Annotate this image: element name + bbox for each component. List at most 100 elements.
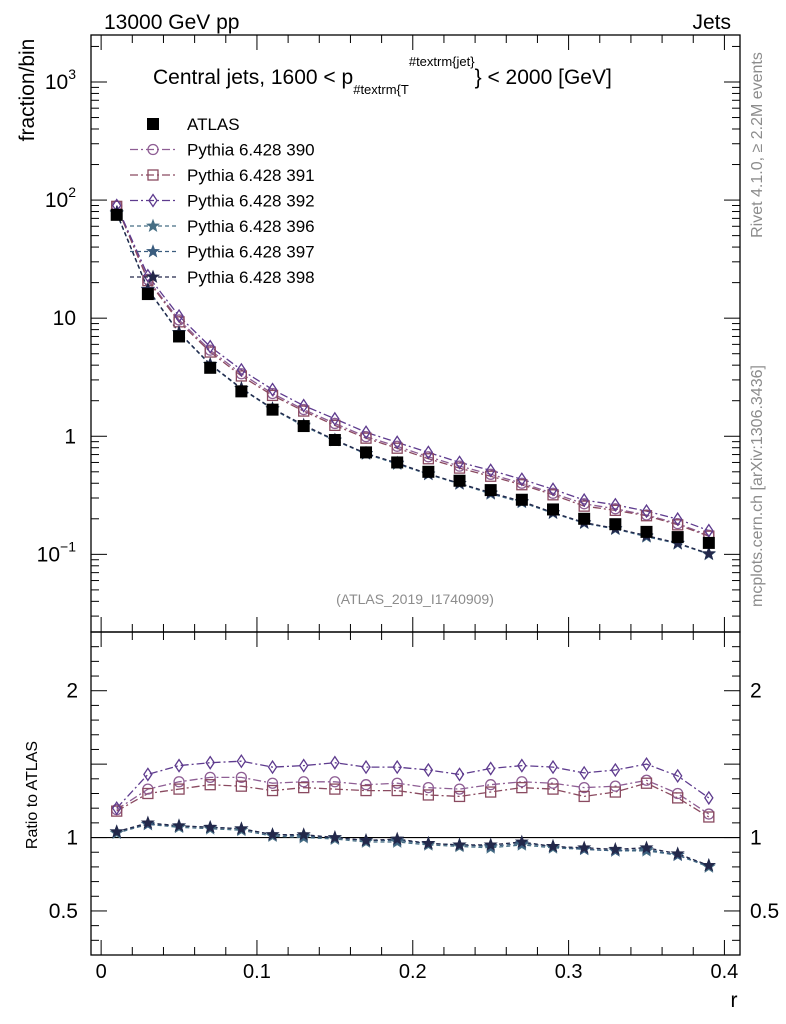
- series-2-ratio-point: [578, 790, 590, 803]
- atlas-data-point: [141, 288, 154, 301]
- series-2-point: [235, 370, 248, 382]
- series-6-ratio-point: [140, 815, 155, 829]
- x-tick-label: 0.2: [399, 961, 427, 983]
- series-3-point: [423, 445, 434, 460]
- series-6-ratio-point: [639, 840, 654, 854]
- series-3-point: [610, 497, 621, 512]
- axis-ticks: [91, 35, 740, 955]
- series-3-ratio-point: [236, 754, 247, 769]
- y-tick-label-bottom-right: 1: [750, 827, 762, 850]
- series-6-ratio-point: [608, 841, 623, 856]
- series-3-point: [330, 411, 340, 427]
- series-6-ratio-point: [296, 827, 311, 841]
- series-6-ratio-point: [701, 858, 716, 872]
- series-1-ratio-point: [578, 781, 590, 794]
- series-3-point: [579, 492, 589, 508]
- series-1-ratio-point: [485, 779, 497, 791]
- atlas-data-point: [173, 330, 186, 343]
- x-axis-label: r: [731, 989, 738, 1012]
- series-3-ratio-point: [174, 758, 184, 773]
- series-4-line-ratio: [116, 823, 710, 868]
- plot-title-main: Central jets, 1600 < p: [153, 66, 353, 89]
- series-6-ratio-point: [109, 824, 124, 838]
- series-3-point: [205, 339, 215, 354]
- series-6-ratio-point: [421, 836, 436, 850]
- atlas-data-point: [266, 403, 279, 416]
- plot-title-end: } < 2000 [GeV]: [475, 66, 612, 89]
- legend-marker: [145, 218, 161, 233]
- series-3-ratio-point: [704, 790, 714, 806]
- series-2-ratio-point: [173, 783, 185, 795]
- series-3-point: [704, 523, 714, 538]
- legend-label: Pythia 6.428 396: [187, 217, 315, 236]
- series-2-point: [360, 432, 372, 444]
- series-6-line-ratio: [116, 822, 710, 867]
- series-6-ratio-point: [327, 830, 342, 844]
- series-2-point: [298, 405, 310, 417]
- series-1-ratio-point: [703, 808, 715, 820]
- header-left: 13000 GeV pp: [104, 11, 239, 34]
- series-6-ratio-point: [358, 833, 374, 847]
- series-3-line-ratio: [116, 760, 710, 809]
- series-3-point: [174, 308, 184, 324]
- series-3-ratio-point: [454, 767, 465, 782]
- legend-label: Pythia 6.428 390: [187, 141, 315, 160]
- series-3-ratio-point: [517, 758, 527, 773]
- legend-marker: [147, 143, 159, 156]
- rivet-label: Rivet 4.1.0, ≥ 2.2M events: [749, 52, 766, 238]
- atlas-data-point: [360, 446, 373, 459]
- series-3-ratio-point: [111, 801, 122, 816]
- atlas-data-point: [391, 456, 404, 469]
- series-3-ratio-point: [548, 759, 558, 775]
- series-1-ratio-point: [173, 776, 185, 788]
- series-3-ratio-point: [423, 762, 434, 778]
- series-6-ratio-point: [390, 831, 405, 846]
- atlas-data-point: [640, 525, 653, 538]
- legend-label: Pythia 6.428 391: [187, 166, 315, 185]
- series-2-point: [578, 500, 590, 512]
- series-2-point: [329, 419, 341, 432]
- series-6-point: [701, 546, 716, 560]
- series-6-ratio-point: [203, 819, 218, 834]
- atlas-data-point: [578, 512, 591, 525]
- series-lines: [116, 205, 710, 868]
- series-1-ratio-point: [235, 771, 248, 783]
- series-1-ratio-point: [329, 776, 341, 788]
- series-1-ratio-point: [204, 771, 216, 783]
- series-3-ratio-point: [485, 761, 496, 776]
- y-tick-label-top: 103: [45, 66, 76, 94]
- series-2-ratio-point: [422, 789, 435, 801]
- legend-label: Pythia 6.428 398: [187, 268, 315, 287]
- series-3-ratio-point: [205, 755, 215, 770]
- series-5-line-top: [116, 212, 710, 555]
- series-3-point: [361, 425, 371, 440]
- atlas-data-point: [110, 208, 123, 221]
- series-3-ratio-point: [392, 759, 402, 775]
- series-3-point: [298, 398, 309, 413]
- series-1-ratio-point: [298, 776, 310, 788]
- series-2-point: [609, 504, 621, 517]
- atlas-data-point: [204, 361, 217, 374]
- series-2-ratio-point: [266, 784, 279, 797]
- atlas-data-point: [702, 536, 715, 549]
- series-2-point: [453, 462, 466, 474]
- series-2-ratio-point: [485, 786, 497, 798]
- analysis-watermark: (ATLAS_2019_I1740909): [336, 591, 494, 607]
- atlas-data-point: [453, 474, 466, 487]
- x-tick-label: 0: [96, 961, 107, 983]
- series-2-point: [672, 519, 684, 531]
- series-1-ratio-point: [391, 777, 403, 789]
- series-4-line-top: [116, 213, 710, 555]
- series-2-ratio-point: [703, 811, 715, 823]
- series-2-point: [547, 489, 559, 501]
- x-tick-label: 0.1: [243, 961, 271, 983]
- series-3-ratio-point: [267, 759, 278, 775]
- series-2-ratio-point: [453, 790, 466, 803]
- series-3-point: [143, 268, 153, 283]
- legend-marker: [145, 269, 161, 284]
- series-1-ratio-point: [453, 783, 466, 795]
- y-axis-label-bottom: Ratio to ATLAS: [24, 741, 41, 849]
- series-3-ratio-point: [672, 768, 683, 784]
- series-1-ratio-point: [516, 776, 528, 788]
